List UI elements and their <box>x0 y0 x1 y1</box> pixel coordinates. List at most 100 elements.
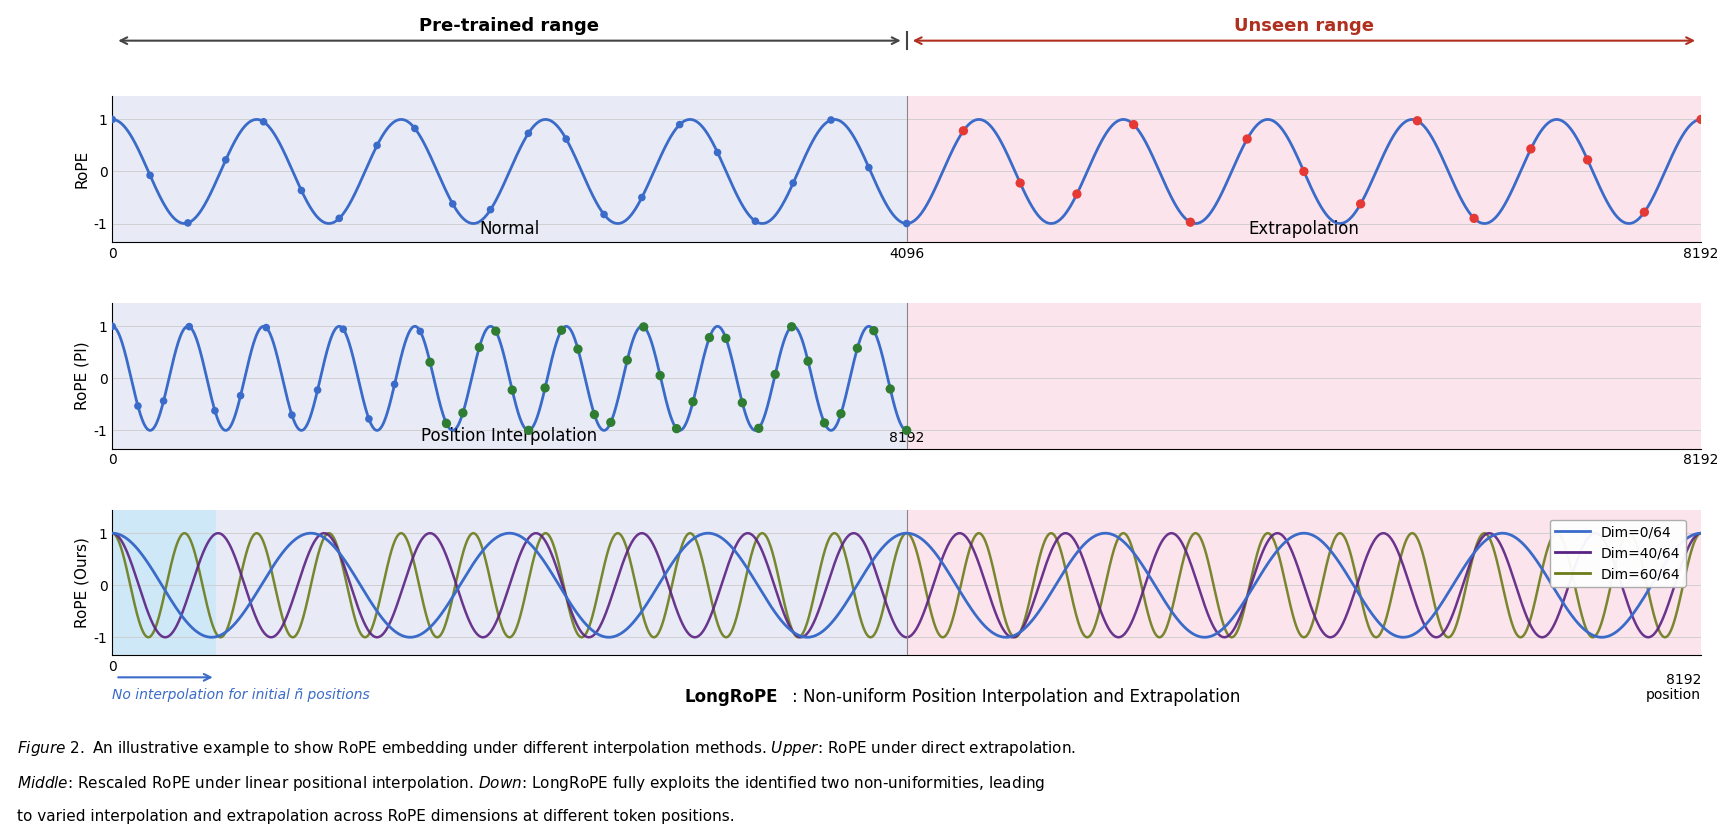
Bar <box>907 510 1701 655</box>
Bar <box>216 510 907 655</box>
Text: Unseen range: Unseen range <box>1233 17 1375 35</box>
Point <box>330 322 357 336</box>
Point <box>580 407 608 421</box>
Point <box>1573 153 1601 166</box>
Point <box>817 114 845 127</box>
Text: Extrapolation: Extrapolation <box>1249 220 1359 238</box>
Text: Position Interpolation: Position Interpolation <box>421 427 598 445</box>
Text: 8192: 8192 <box>1667 673 1701 687</box>
Point <box>950 124 977 138</box>
Legend: Dim=0/64, Dim=40/64, Dim=60/64: Dim=0/64, Dim=40/64, Dim=60/64 <box>1549 519 1686 587</box>
Point <box>432 416 459 429</box>
Text: : Non-uniform Position Interpolation and Extrapolation: : Non-uniform Position Interpolation and… <box>793 687 1240 706</box>
Bar <box>907 96 1701 241</box>
Point <box>794 355 822 368</box>
Point <box>356 412 383 426</box>
Point <box>565 342 592 356</box>
Bar <box>112 303 907 448</box>
Point <box>893 423 920 437</box>
Point <box>553 133 580 146</box>
Point <box>696 331 724 344</box>
Point <box>646 369 674 382</box>
Point <box>515 423 542 437</box>
Point <box>810 417 838 430</box>
Point <box>406 325 433 338</box>
Point <box>777 320 805 333</box>
Point <box>1176 215 1204 229</box>
Point <box>124 399 152 412</box>
Point <box>477 203 504 216</box>
Point <box>136 169 164 182</box>
Point <box>1630 205 1658 219</box>
Point <box>325 211 352 225</box>
Point <box>712 331 739 345</box>
Point <box>741 215 769 228</box>
Point <box>762 367 789 381</box>
Point <box>304 383 332 397</box>
Point <box>630 321 658 334</box>
Point <box>613 353 641 367</box>
Point <box>703 146 731 159</box>
Point <box>843 342 870 355</box>
Point <box>200 404 228 418</box>
Point <box>729 396 756 409</box>
Point <box>176 320 204 333</box>
Point <box>679 395 706 408</box>
Point <box>591 208 618 221</box>
Point <box>876 382 903 396</box>
Point <box>547 323 575 337</box>
Point <box>433 417 461 430</box>
Text: Pre-trained range: Pre-trained range <box>420 17 599 35</box>
Point <box>252 321 280 334</box>
Point <box>663 422 691 435</box>
Text: position: position <box>1646 687 1701 701</box>
Text: No interpolation for initial ñ positions: No interpolation for initial ñ positions <box>112 687 370 701</box>
Point <box>288 184 316 197</box>
Point <box>598 416 625 429</box>
Bar <box>112 96 907 241</box>
Point <box>1516 142 1544 155</box>
Y-axis label: RoPE: RoPE <box>74 149 90 188</box>
Point <box>532 382 560 395</box>
Point <box>515 127 542 140</box>
Point <box>482 325 509 338</box>
Y-axis label: RoPE (Ours): RoPE (Ours) <box>74 537 90 628</box>
Point <box>1064 187 1091 200</box>
Point <box>1119 118 1147 131</box>
Point <box>250 115 278 129</box>
Point <box>174 216 202 230</box>
Point <box>363 139 390 152</box>
Point <box>1007 176 1034 190</box>
Point <box>499 383 527 397</box>
Point <box>212 153 240 166</box>
Point <box>1233 133 1261 146</box>
Point <box>466 341 494 354</box>
Point <box>827 407 855 420</box>
Point <box>667 118 694 131</box>
Point <box>1687 113 1715 126</box>
Y-axis label: RoPE (PI): RoPE (PI) <box>74 342 90 410</box>
Point <box>98 320 126 333</box>
Point <box>416 356 444 369</box>
Point <box>380 377 408 391</box>
Bar <box>907 303 1701 448</box>
Text: $\it{Figure\ 2.}$ An illustrative example to show RoPE embedding under different: $\it{Figure\ 2.}$ An illustrative exampl… <box>17 739 1076 758</box>
Point <box>779 176 807 190</box>
Text: Normal: Normal <box>480 220 539 238</box>
Text: LongRoPE: LongRoPE <box>684 687 777 706</box>
Point <box>860 324 888 337</box>
Bar <box>112 510 216 655</box>
Text: $\it{Middle}$: Rescaled RoPE under linear positional interpolation. $\it{Down}$:: $\it{Middle}$: Rescaled RoPE under linea… <box>17 774 1045 793</box>
Point <box>893 217 920 230</box>
Point <box>1404 114 1432 128</box>
Point <box>150 394 178 407</box>
Point <box>98 113 126 126</box>
Point <box>439 197 466 210</box>
Point <box>855 161 882 175</box>
Point <box>629 191 656 205</box>
Point <box>226 389 254 402</box>
Point <box>449 406 477 419</box>
Point <box>744 422 772 435</box>
Point <box>278 408 306 422</box>
Text: to varied interpolation and extrapolation across RoPE dimensions at different to: to varied interpolation and extrapolatio… <box>17 809 736 824</box>
